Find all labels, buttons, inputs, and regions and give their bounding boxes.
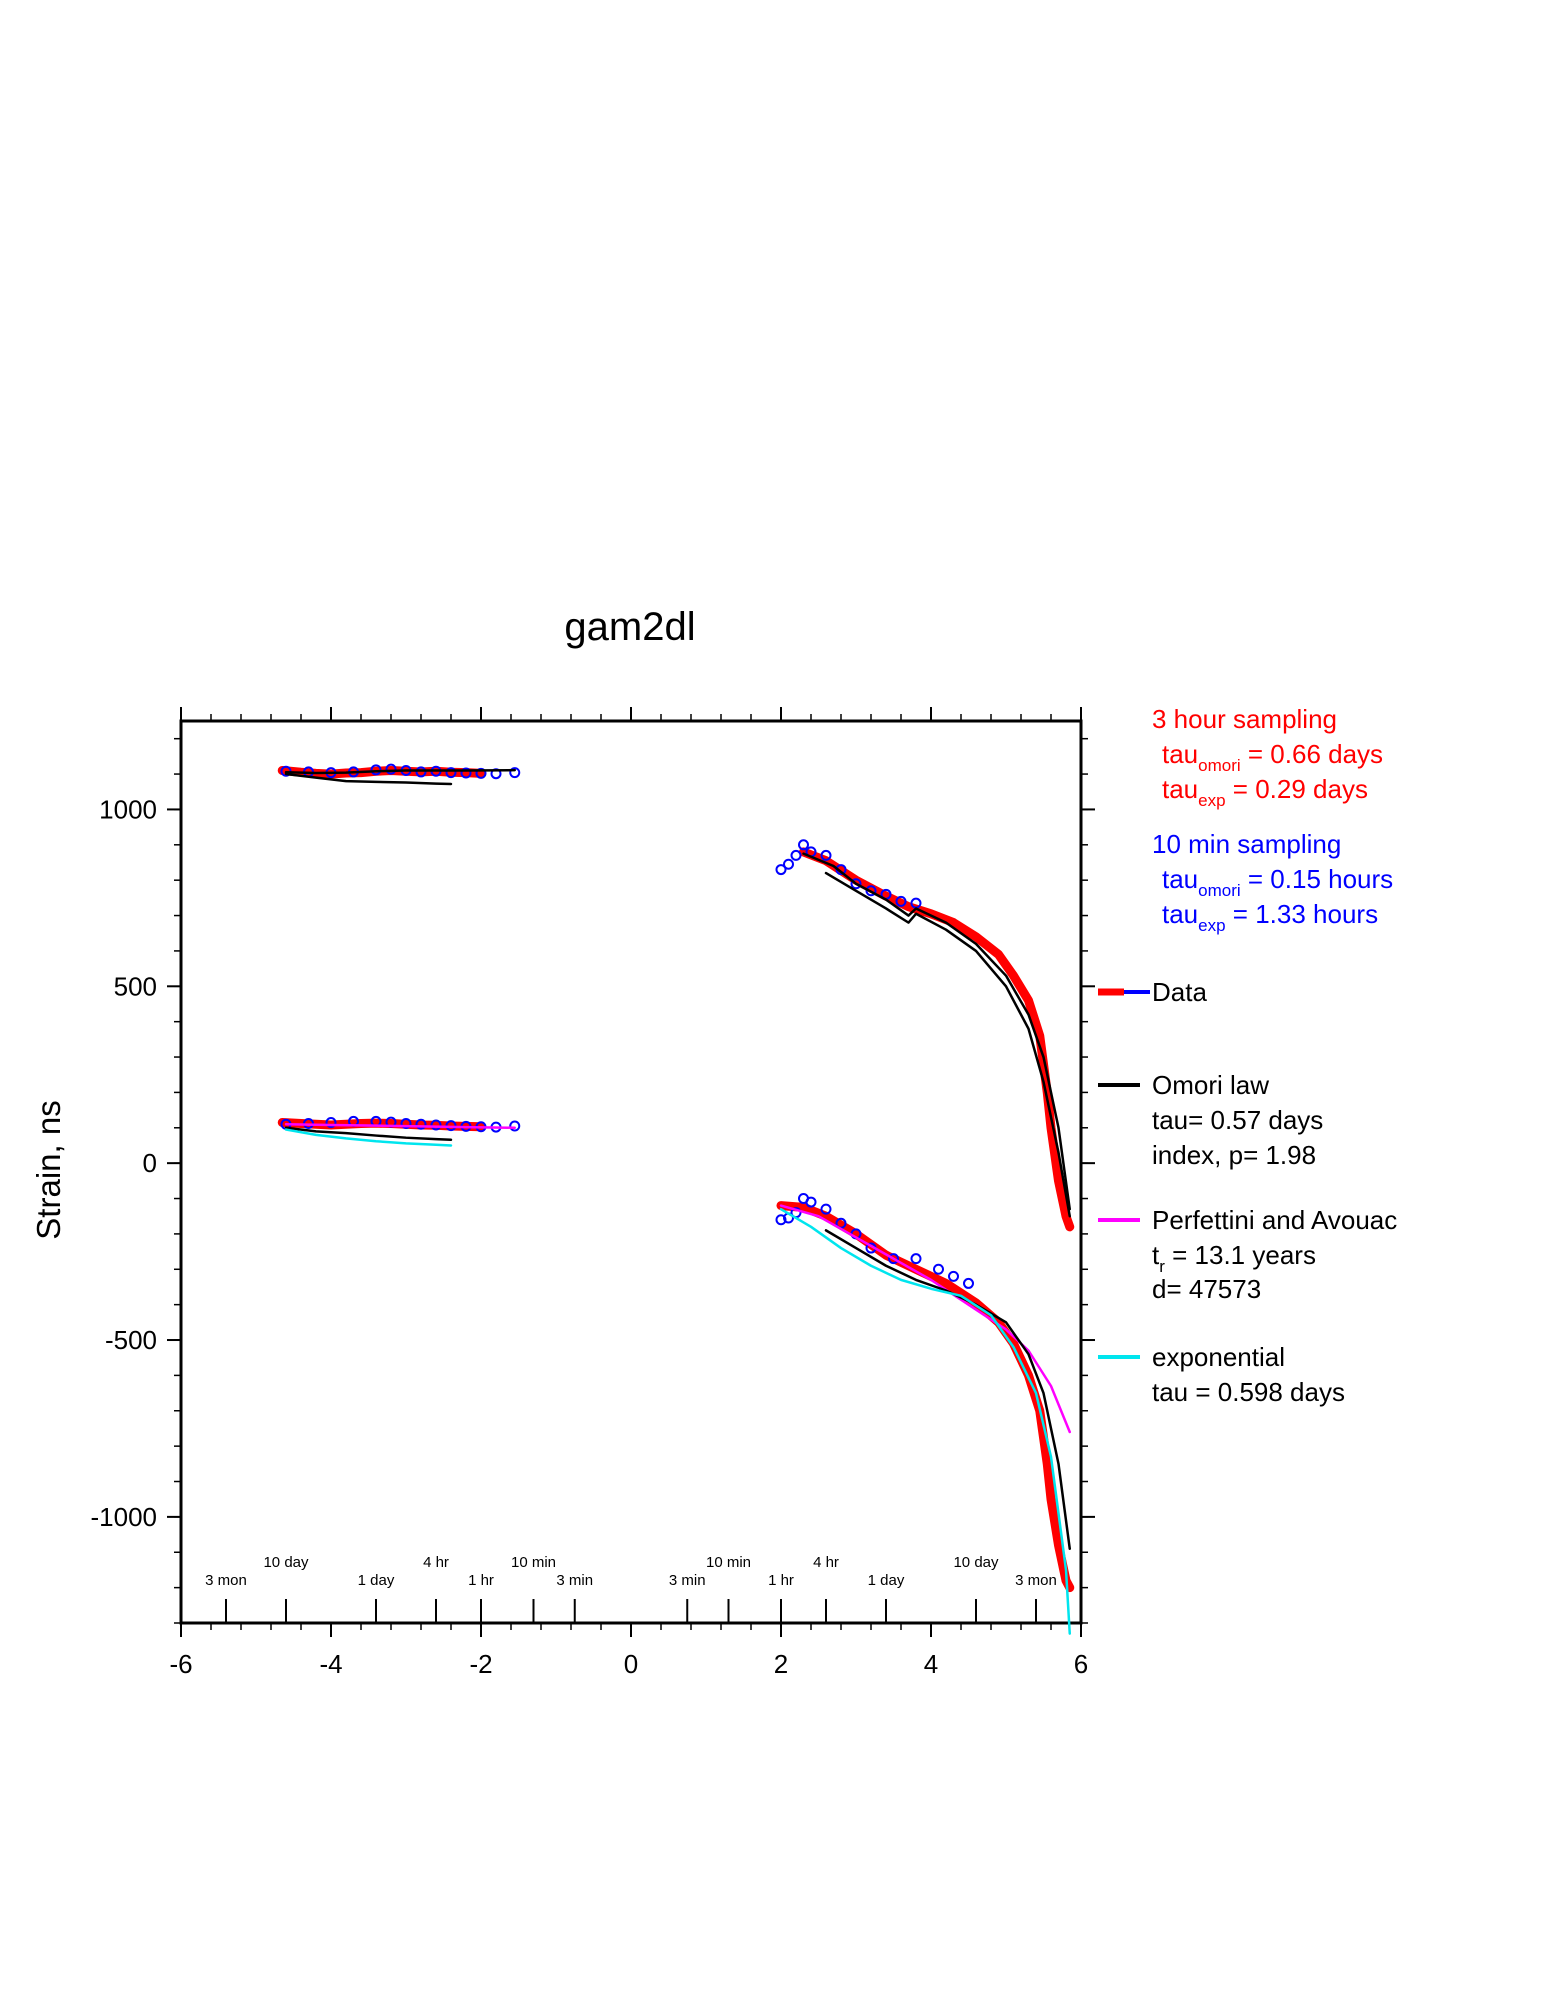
data-point — [370, 764, 382, 776]
data-point — [888, 1253, 899, 1265]
time-tick-label: 4 hr — [813, 1554, 839, 1571]
data-point — [783, 858, 794, 870]
data-point — [775, 1214, 787, 1226]
legend: Data Omori law tau= 0.57 days index, p= 1.9… — [1098, 977, 1397, 1407]
data-point — [948, 1270, 959, 1282]
time-tick-label: 10 day — [263, 1554, 309, 1571]
data-point — [798, 839, 809, 851]
time-tick-label: 3 mon — [205, 1572, 247, 1589]
series-line — [284, 772, 453, 786]
data-point — [509, 767, 521, 779]
y-tick-label: 0 — [143, 1148, 157, 1178]
data-point — [933, 1263, 944, 1275]
x-tick-label: 6 — [1074, 1649, 1088, 1679]
series-line — [779, 1207, 1071, 1635]
y-tick-label: -500 — [105, 1325, 157, 1355]
data-point — [820, 1203, 832, 1215]
legend-detail: d= 47573 — [1152, 1274, 1261, 1304]
data-point — [430, 1119, 442, 1131]
plot-frame — [179, 719, 1083, 1625]
tau-annotation: tauomori = 0.15 hours — [1162, 864, 1393, 900]
data-point — [820, 849, 832, 861]
x-tick-label: -6 — [169, 1649, 192, 1679]
series-line — [284, 1122, 516, 1130]
data-point — [865, 885, 877, 897]
data-point — [790, 849, 802, 861]
y-tick-label: 1000 — [99, 794, 157, 824]
chart-title: gam2dl — [564, 605, 695, 649]
data-point — [850, 878, 862, 890]
axes: -6 -4 -2 0 2 4 6 -1000 -500 0 500 1000 3 mon 10 day 1 … — [91, 707, 1095, 1679]
series-line — [776, 1201, 1075, 1593]
data-point — [325, 1116, 337, 1128]
tau-annotation: tauexp = 0.29 days — [1162, 774, 1368, 810]
time-tick-label: 1 hr — [768, 1572, 794, 1589]
series-line — [779, 1204, 1071, 1434]
time-tick-label: 10 min — [511, 1554, 556, 1571]
data-point — [895, 895, 907, 907]
x-tick-label: 4 — [924, 1649, 938, 1679]
data-point — [415, 766, 427, 778]
time-tick-label: 1 day — [358, 1572, 395, 1589]
data-point — [775, 864, 787, 876]
time-tick-label: 4 hr — [423, 1554, 449, 1571]
data-point — [475, 767, 487, 779]
red-sampling-heading: 3 hour sampling — [1152, 704, 1337, 734]
data-point — [963, 1277, 974, 1289]
data-point — [445, 767, 457, 779]
legend-detail: tr = 13.1 years — [1152, 1240, 1316, 1276]
tau-annotation: tauomori = 0.66 days — [1162, 739, 1383, 775]
data-point — [415, 1118, 427, 1130]
legend-label: exponential — [1152, 1342, 1285, 1372]
tau-annotation: tauexp = 1.33 hours — [1162, 899, 1378, 935]
series-line — [799, 847, 1075, 1232]
data-point — [805, 1196, 817, 1208]
data-point — [509, 1120, 521, 1132]
series-line — [284, 1126, 453, 1142]
legend-detail: tau = 0.598 days — [1152, 1377, 1345, 1407]
time-tick-label: 1 day — [868, 1572, 905, 1589]
y-axis-label: Strain, ns — [30, 1100, 67, 1239]
time-tick-label: 10 day — [953, 1554, 999, 1571]
x-tick-label: 2 — [774, 1649, 788, 1679]
data-point — [460, 767, 472, 779]
series-line — [824, 871, 1071, 1218]
time-tick-label: 10 min — [706, 1554, 751, 1571]
legend-detail: tau= 0.57 days — [1152, 1105, 1323, 1135]
x-tick-label: -4 — [319, 1649, 342, 1679]
y-tick-label: 500 — [114, 971, 157, 1001]
blue-sampling-heading: 10 min sampling — [1152, 829, 1341, 859]
legend-detail: index, p= 1.98 — [1152, 1140, 1316, 1170]
legend-label: Perfettini and Avouac — [1152, 1205, 1397, 1235]
data-point — [910, 1253, 922, 1265]
x-tick-label: 0 — [624, 1649, 638, 1679]
legend-label: Omori law — [1152, 1070, 1269, 1100]
data-point — [385, 763, 397, 775]
data-point — [400, 1118, 412, 1130]
legend-label: Data — [1152, 977, 1207, 1007]
time-tick-label: 3 min — [556, 1572, 593, 1589]
time-tick-label: 3 min — [669, 1572, 706, 1589]
y-tick-label: -1000 — [91, 1502, 158, 1532]
time-tick-label: 3 mon — [1015, 1572, 1057, 1589]
plot-series — [277, 763, 1075, 1635]
series-line — [284, 768, 516, 775]
time-tick-label: 1 hr — [468, 1572, 494, 1589]
series-line — [802, 852, 1071, 1211]
x-tick-label: -2 — [469, 1649, 492, 1679]
series-line — [284, 1128, 453, 1147]
